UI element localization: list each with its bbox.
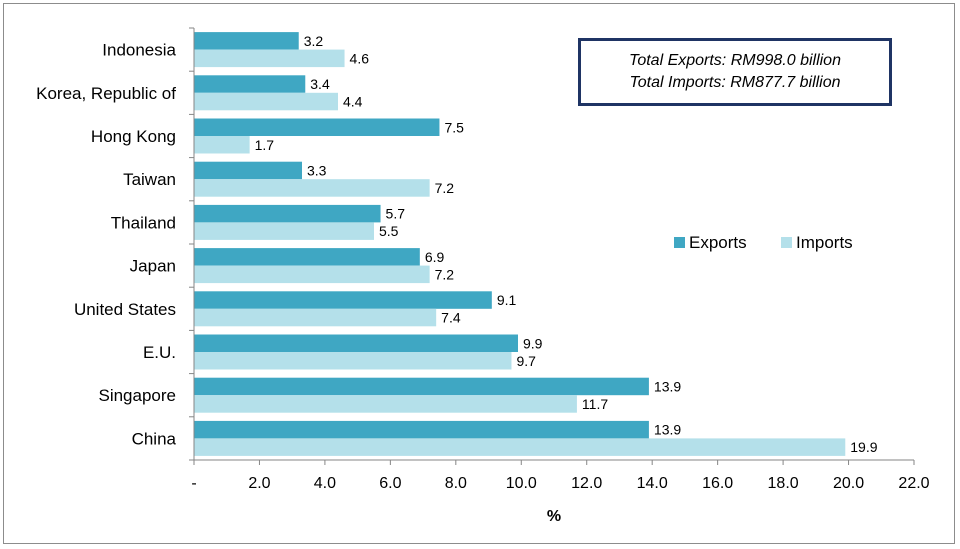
data-label-imports-9: 19.9 bbox=[850, 439, 877, 455]
data-label-imports-6: 7.4 bbox=[441, 310, 461, 326]
x-tick-label-9: 18.0 bbox=[768, 475, 799, 492]
data-label-exports-0: 3.2 bbox=[304, 33, 324, 49]
category-label-4: Thailand bbox=[111, 213, 176, 232]
bar-exports-4 bbox=[194, 204, 381, 223]
category-label-1: Korea, Republic of bbox=[36, 84, 176, 103]
data-label-exports-8: 13.9 bbox=[654, 378, 681, 394]
data-label-exports-2: 7.5 bbox=[444, 119, 464, 135]
bar-exports-3 bbox=[194, 161, 302, 180]
bar-exports-1 bbox=[194, 75, 306, 93]
bars-group bbox=[194, 32, 846, 456]
x-tick-label-6: 12.0 bbox=[571, 475, 602, 492]
x-tick-label-10: 20.0 bbox=[833, 475, 864, 492]
bar-exports-6 bbox=[194, 291, 492, 309]
bar-imports-6 bbox=[194, 308, 437, 327]
bar-exports-9 bbox=[194, 420, 649, 439]
bar-imports-8 bbox=[194, 395, 577, 413]
bar-exports-0 bbox=[194, 32, 299, 50]
x-tick-label-2: 4.0 bbox=[314, 475, 336, 492]
x-tick-label-11: 22.0 bbox=[898, 475, 929, 492]
bar-imports-2 bbox=[194, 136, 250, 154]
data-label-exports-7: 9.9 bbox=[523, 335, 543, 351]
legend-label-imports: Imports bbox=[796, 233, 853, 252]
bar-imports-0 bbox=[194, 49, 345, 68]
bar-imports-1 bbox=[194, 92, 338, 111]
x-tick-label-0: - bbox=[191, 475, 196, 492]
category-labels: Indonesia Korea, Republic of Hong Kong Taiw… bbox=[36, 41, 176, 449]
category-label-0: Indonesia bbox=[102, 41, 176, 60]
data-label-exports-3: 3.3 bbox=[307, 162, 327, 178]
data-label-imports-8: 11.7 bbox=[582, 396, 608, 412]
legend-swatch-imports bbox=[781, 237, 792, 248]
data-label-imports-7: 9.7 bbox=[516, 353, 536, 369]
x-axis-title: % bbox=[547, 508, 561, 525]
bar-imports-5 bbox=[194, 265, 430, 284]
data-label-imports-4: 5.5 bbox=[379, 223, 399, 239]
bar-exports-5 bbox=[194, 248, 420, 266]
legend-label-exports: Exports bbox=[689, 233, 747, 252]
x-tick-label-8: 16.0 bbox=[702, 475, 733, 492]
category-label-8: Singapore bbox=[98, 386, 176, 405]
x-tick-label-5: 10.0 bbox=[506, 475, 537, 492]
category-label-7: E.U. bbox=[143, 343, 176, 362]
bar-exports-7 bbox=[194, 334, 518, 352]
data-label-exports-1: 3.4 bbox=[310, 76, 330, 92]
x-tick-label-3: 6.0 bbox=[379, 475, 401, 492]
totals-annotation-box: Total Exports: RM998.0 billion Total Imp… bbox=[578, 38, 892, 106]
bar-imports-3 bbox=[194, 179, 430, 197]
data-label-imports-1: 4.4 bbox=[343, 94, 363, 110]
data-label-exports-9: 13.9 bbox=[654, 422, 681, 438]
data-label-imports-0: 4.6 bbox=[350, 50, 370, 66]
bar-exports-8 bbox=[194, 377, 649, 396]
category-label-3: Taiwan bbox=[123, 170, 176, 189]
category-label-9: China bbox=[132, 429, 177, 448]
bar-imports-9 bbox=[194, 438, 846, 456]
total-exports-text: Total Exports: RM998.0 billion bbox=[629, 52, 841, 69]
category-label-5: Japan bbox=[130, 257, 176, 276]
data-label-imports-3: 7.2 bbox=[435, 180, 455, 196]
x-tick-label-4: 8.0 bbox=[445, 475, 467, 492]
total-imports-text: Total Imports: RM877.7 billion bbox=[629, 74, 841, 91]
bar-exports-2 bbox=[194, 118, 440, 136]
legend-swatch-exports bbox=[674, 237, 685, 248]
data-label-exports-5: 6.9 bbox=[425, 249, 445, 265]
x-tick-label-7: 14.0 bbox=[637, 475, 668, 492]
data-labels: 3.24.63.44.47.51.73.37.25.75.56.97.29.17… bbox=[255, 33, 878, 455]
data-label-imports-5: 7.2 bbox=[435, 266, 455, 282]
axes-group: - 2.0 4.0 6.0 8.0 10.0 12.0 14.0 16.0 18.0 20.0 22.… bbox=[189, 27, 930, 492]
data-label-imports-2: 1.7 bbox=[255, 137, 275, 153]
category-label-2: Hong Kong bbox=[91, 127, 176, 146]
x-tick-label-1: 2.0 bbox=[248, 475, 270, 492]
legend: Exports Imports bbox=[674, 233, 853, 252]
data-label-exports-4: 5.7 bbox=[386, 206, 406, 222]
bar-imports-7 bbox=[194, 352, 512, 370]
category-label-6: United States bbox=[74, 300, 176, 319]
data-label-exports-6: 9.1 bbox=[497, 292, 517, 308]
bar-imports-4 bbox=[194, 222, 374, 240]
